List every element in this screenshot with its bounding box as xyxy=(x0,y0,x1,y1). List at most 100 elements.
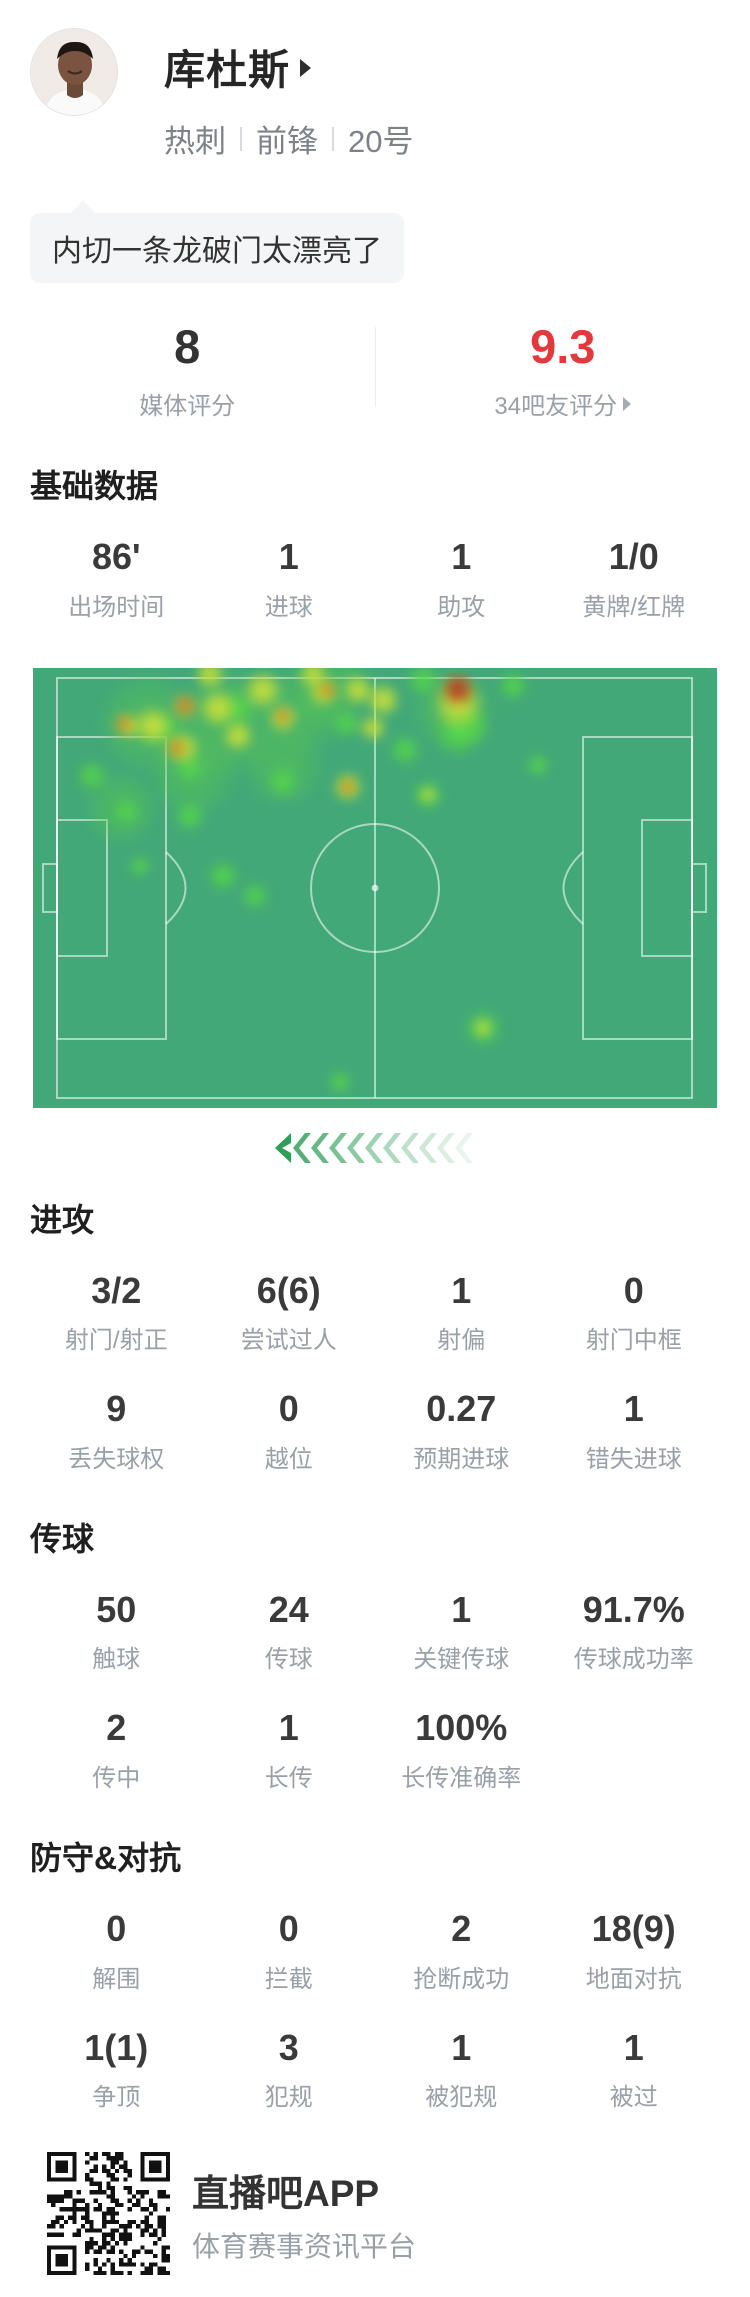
player-number: 20号 xyxy=(348,116,413,161)
stat-label: 触球 xyxy=(30,1639,203,1674)
stat-cell: 91.7% 传球成功率 xyxy=(548,1590,721,1675)
stat-label: 长传 xyxy=(203,1758,376,1793)
stat-cell: 0 越位 xyxy=(203,1389,376,1474)
stat-value: 91.7% xyxy=(548,1590,721,1630)
section-title: 进攻 xyxy=(30,1195,720,1241)
stat-cell: 1 长传 xyxy=(203,1708,376,1793)
stat-label: 出场时间 xyxy=(30,587,203,622)
stat-label: 进球 xyxy=(203,587,376,622)
stat-value: 6(6) xyxy=(203,1271,376,1311)
stat-cell: 3/2 射门/射正 xyxy=(30,1271,203,1356)
stat-value: 3/2 xyxy=(30,1271,203,1311)
stat-label: 犯规 xyxy=(203,2077,376,2112)
stat-label: 越位 xyxy=(203,1439,376,1474)
stat-cell: 1 助攻 xyxy=(375,537,548,622)
stat-value: 1 xyxy=(203,537,376,577)
stat-label: 抢断成功 xyxy=(375,1959,548,1994)
stat-label: 黄牌/红牌 xyxy=(548,587,721,622)
stat-label: 长传准确率 xyxy=(375,1758,548,1793)
app-name: 直播吧APP xyxy=(192,2163,416,2217)
stat-cell: 1 进球 xyxy=(203,537,376,622)
player-header: 库杜斯 热刺 前锋 20号 xyxy=(0,0,750,161)
stat-value: 1(1) xyxy=(30,2028,203,2068)
stat-value: 0 xyxy=(203,1389,376,1429)
stat-value: 1 xyxy=(548,1389,721,1429)
stat-label: 射门中框 xyxy=(548,1320,721,1355)
stat-cell: 2 传中 xyxy=(30,1708,203,1793)
comment-bubble: 内切一条龙破门太漂亮了 xyxy=(30,213,404,283)
separator xyxy=(332,127,334,151)
stat-value: 18(9) xyxy=(548,1909,721,1949)
media-rating: 8 媒体评分 xyxy=(0,323,375,421)
stat-cell: 9 丢失球权 xyxy=(30,1389,203,1474)
stat-cell: 6(6) 尝试过人 xyxy=(203,1271,376,1356)
stat-label: 尝试过人 xyxy=(203,1320,376,1355)
team-name: 热刺 xyxy=(164,116,226,161)
stat-cell: 50 触球 xyxy=(30,1590,203,1675)
stat-cell: 3 犯规 xyxy=(203,2028,376,2113)
stat-value: 1 xyxy=(203,1708,376,1748)
player-name: 库杜斯 xyxy=(164,36,290,96)
stat-value: 24 xyxy=(203,1590,376,1630)
stat-cell: 86'出场时间 xyxy=(30,537,203,622)
stat-label: 错失进球 xyxy=(548,1439,721,1474)
stat-label: 射偏 xyxy=(375,1320,548,1355)
fans-rating-caret-icon xyxy=(623,397,631,411)
stat-label: 传球 xyxy=(203,1639,376,1674)
stat-value: 50 xyxy=(30,1590,203,1630)
expand-caret-icon xyxy=(300,59,311,77)
fans-rating-value: 9.3 xyxy=(376,323,750,370)
separator xyxy=(240,127,242,151)
section-title: 防守&对抗 xyxy=(30,1833,720,1879)
stat-label: 被过 xyxy=(548,2077,721,2112)
section-title: 传球 xyxy=(30,1514,720,1560)
fans-rating-label: 34吧友评分 xyxy=(494,386,617,421)
stat-value: 100% xyxy=(375,1708,548,1748)
stat-cell: 0.27 预期进球 xyxy=(375,1389,548,1474)
stat-label: 射门/射正 xyxy=(30,1320,203,1355)
stat-cell: 1 关键传球 xyxy=(375,1590,548,1675)
stat-value: 1 xyxy=(375,537,548,577)
stat-value: 9 xyxy=(30,1389,203,1429)
player-name-link[interactable]: 库杜斯 xyxy=(164,36,413,96)
ratings-panel: 8 媒体评分 9.3 34吧友评分 xyxy=(0,323,750,421)
stat-label: 传中 xyxy=(30,1758,203,1793)
heatmap-pitch xyxy=(33,668,717,1108)
stat-label: 拦截 xyxy=(203,1959,376,1994)
player-subinfo: 热刺 前锋 20号 xyxy=(164,116,413,161)
avatar[interactable] xyxy=(30,28,118,116)
media-rating-label: 媒体评分 xyxy=(139,386,235,421)
stat-label: 预期进球 xyxy=(375,1439,548,1474)
attack-direction-arrows-icon xyxy=(275,1133,475,1163)
stat-label: 关键传球 xyxy=(375,1639,548,1674)
app-tagline: 体育赛事资讯平台 xyxy=(192,2225,416,2265)
stat-value: 2 xyxy=(30,1708,203,1748)
app-footer: 直播吧APP 体育赛事资讯平台 xyxy=(0,2152,750,2297)
stat-cell: 100% 长传准确率 xyxy=(375,1708,548,1793)
section-title: 基础数据 xyxy=(30,461,720,507)
stat-cell: 1 错失进球 xyxy=(548,1389,721,1474)
stat-label: 传球成功率 xyxy=(548,1639,721,1674)
stat-value: 3 xyxy=(203,2028,376,2068)
stat-value: 1 xyxy=(375,1590,548,1630)
player-position: 前锋 xyxy=(256,116,318,161)
stat-label: 地面对抗 xyxy=(548,1959,721,1994)
stat-label: 丢失球权 xyxy=(30,1439,203,1474)
fans-rating[interactable]: 9.3 34吧友评分 xyxy=(376,323,750,421)
stat-label: 助攻 xyxy=(375,587,548,622)
stat-value: 0.27 xyxy=(375,1389,548,1429)
media-rating-value: 8 xyxy=(0,323,375,370)
